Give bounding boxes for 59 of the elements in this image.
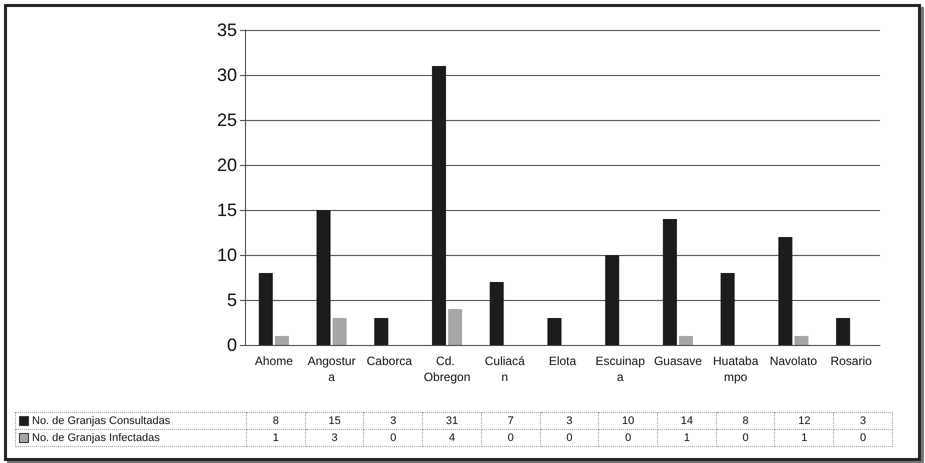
bar [490, 282, 504, 345]
data-label: 8 [716, 412, 775, 430]
x-tick-label: Culiacán [484, 354, 526, 384]
data-label: 7 [481, 412, 540, 430]
data-label: 8 [246, 412, 306, 430]
y-tick-label: 30 [216, 65, 237, 85]
bar [374, 318, 388, 345]
data-label: 3 [364, 412, 423, 430]
bar [605, 255, 620, 345]
bar [794, 336, 808, 345]
y-tick-label: 10 [216, 245, 237, 265]
bar [274, 336, 289, 345]
x-tick-label: Caborca [366, 354, 412, 368]
bar [720, 273, 735, 345]
x-tick-label: Cd. Obregon [424, 354, 470, 384]
bar [332, 318, 347, 345]
data-label: 10 [598, 412, 658, 430]
bar [432, 66, 446, 345]
x-tick-label: Ahome [254, 354, 294, 368]
bar [836, 318, 850, 345]
data-label: 1 [658, 430, 716, 446]
x-tick-label: Elota [548, 354, 576, 368]
bar [448, 309, 462, 345]
y-tick-label: 35 [216, 20, 237, 40]
data-label: 15 [305, 412, 364, 430]
y-tick-label: 15 [216, 200, 237, 220]
x-tick-label: Navolato [770, 354, 818, 368]
x-tick-label: Angostura [308, 354, 356, 384]
data-label: 3 [834, 412, 892, 430]
data-label: 31 [422, 412, 482, 430]
data-label: 1 [246, 430, 306, 446]
data-label: 0 [364, 430, 423, 446]
data-label: 0 [716, 430, 775, 446]
y-tick-label: 20 [216, 155, 237, 175]
data-label: 0 [598, 430, 658, 446]
y-tick-label: 0 [226, 335, 237, 355]
data-label: 0 [481, 430, 540, 446]
x-tick-label: Guasave [654, 354, 702, 368]
bar [679, 336, 694, 345]
data-label: 0 [540, 430, 599, 446]
data-label: 0 [834, 430, 892, 446]
x-tick-label: Escuinapa [596, 354, 646, 384]
data-label: 14 [658, 412, 716, 430]
y-tick-label: 5 [226, 290, 237, 310]
legend-label: No. de Granjas Infectadas [16, 430, 246, 446]
legend-label: No. de Granjas Consultadas [16, 412, 246, 430]
bar [778, 237, 792, 345]
bar [662, 219, 677, 345]
data-label: 12 [774, 412, 834, 430]
data-label: 3 [540, 412, 599, 430]
y-tick-label: 25 [216, 110, 237, 130]
data-label: 1 [774, 430, 834, 446]
bar [547, 318, 562, 345]
bar [258, 273, 273, 345]
data-label: 3 [305, 430, 364, 446]
x-tick-label: Rosario [830, 354, 872, 368]
x-tick-label: Huatabampo [712, 354, 759, 384]
bar [316, 210, 331, 345]
data-label: 4 [422, 430, 482, 446]
